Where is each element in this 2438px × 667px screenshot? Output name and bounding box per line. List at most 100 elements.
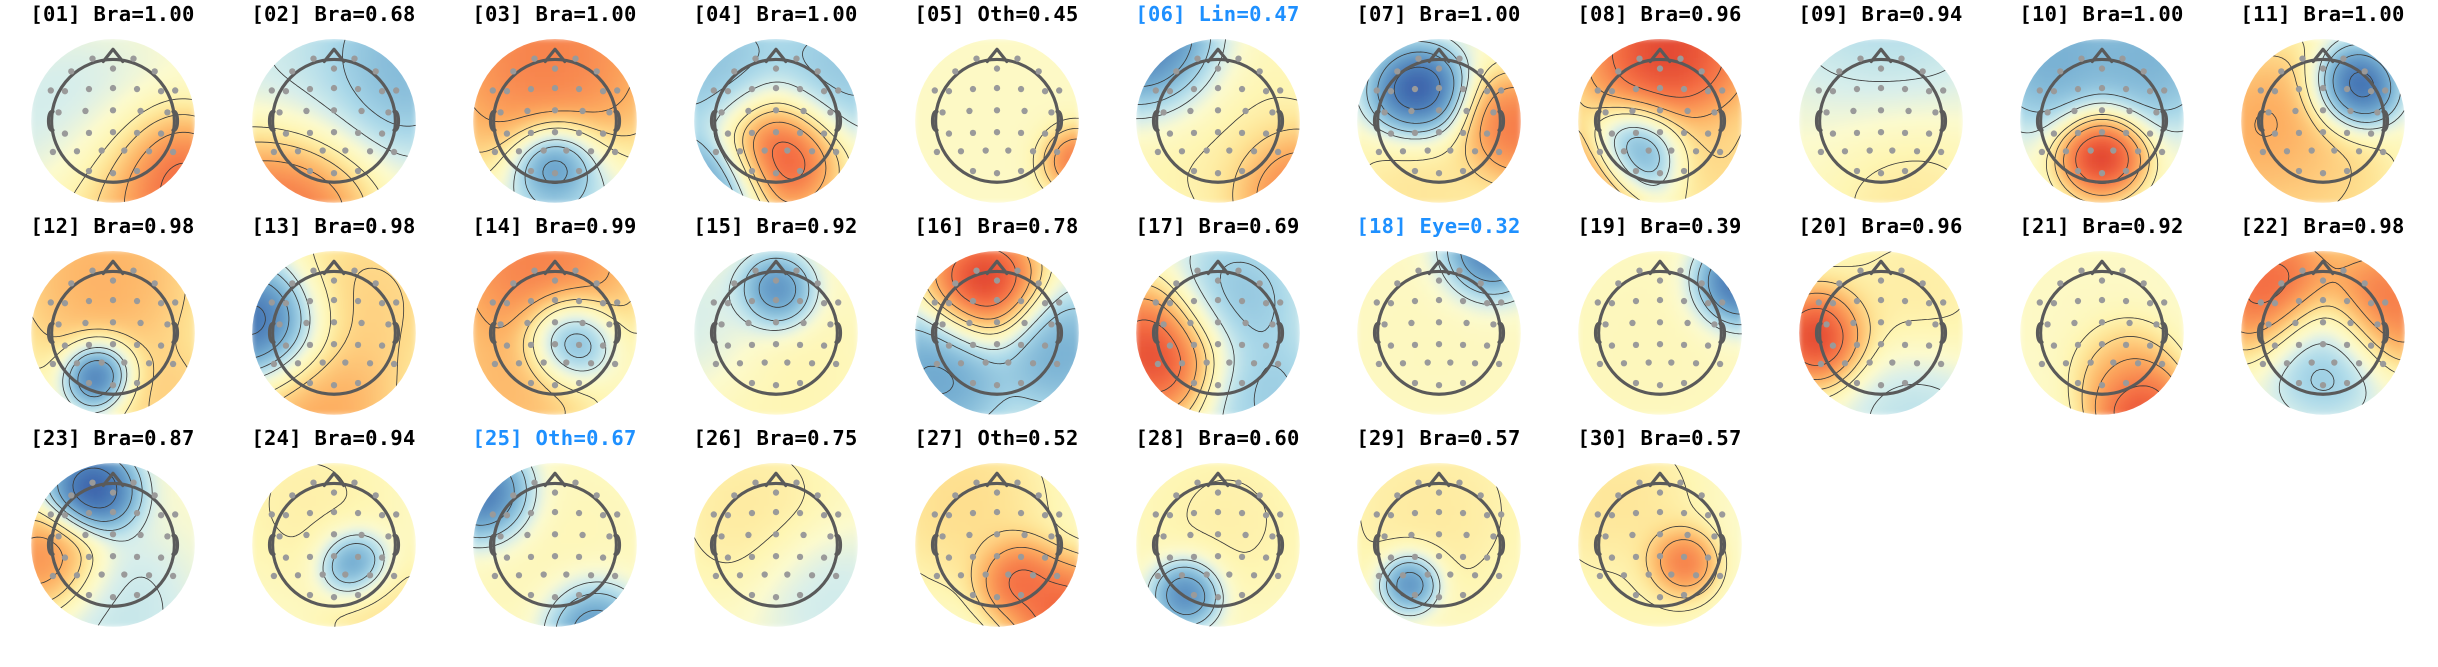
component-panel-16[interactable]: [16] Bra=0.78 [886,214,1107,424]
topomap-container-05[interactable] [886,26,1107,212]
topomap-container-21[interactable] [1991,238,2212,424]
component-panel-26[interactable]: [26] Bra=0.75 [665,426,886,636]
component-panel-01[interactable]: [01] Bra=1.00 [2,2,223,212]
electrode-dot [282,300,289,307]
electrode-dot [1680,297,1687,305]
electrode-dot [933,360,940,368]
electrode-dot [1380,109,1388,116]
electrode-markers [1373,267,1504,389]
topomap-container-17[interactable] [1107,238,1328,424]
head-outline [709,47,842,184]
electrode-dot [1414,479,1422,486]
head-outline [709,471,842,608]
electrode-dot [1680,379,1687,387]
electrode-dot [61,88,68,95]
electrode-dot [330,553,337,560]
topomap-container-02[interactable] [223,26,444,212]
component-panel-20[interactable]: [20] Bra=0.96 [1770,214,1991,424]
electrode-dot [1393,68,1400,75]
component-panel-08[interactable]: [08] Bra=0.96 [1549,2,1770,212]
topomap-container-22[interactable] [2212,238,2433,424]
ear-left [1372,533,1381,556]
topomap-container-16[interactable] [886,238,1107,424]
component-panel-17[interactable]: [17] Bra=0.69 [1107,214,1328,424]
electrode-dot [730,280,737,287]
component-panel-29[interactable]: [29] Bra=0.57 [1328,426,1549,636]
topomap-container-08[interactable] [1549,26,1770,212]
component-panel-06[interactable]: [06] Lin=0.47 [1107,2,1328,212]
electrode-dot [1608,88,1615,95]
topomap-container-23[interactable] [2,450,223,636]
ear-right [612,533,621,556]
component-panel-11[interactable]: [11] Bra=1.00 [2212,2,2433,212]
component-panel-03[interactable]: [03] Bra=1.00 [444,2,665,212]
component-panel-12[interactable]: [12] Bra=0.98 [2,214,223,424]
topomap-container-11[interactable] [2212,26,2433,212]
topomap-container-28[interactable] [1107,450,1328,636]
topomap-container-29[interactable] [1328,450,1549,636]
topomap-container-27[interactable] [886,450,1107,636]
topomap-container-25[interactable] [444,450,665,636]
electrode-dot [1041,130,1048,137]
electrode-dot [2264,109,2272,116]
electrode-dot [1680,341,1687,349]
component-panel-10[interactable]: [10] Bra=1.00 [1991,2,2212,212]
topomap-container-12[interactable] [2,238,223,424]
electrode-dot [109,508,116,516]
topomap-container-06[interactable] [1107,26,1328,212]
electrode-dot [1459,553,1466,561]
topomap-container-04[interactable] [665,26,886,212]
electrode-dot [2343,341,2350,349]
topomap-container-18[interactable] [1328,238,1549,424]
electrode-dot [1387,342,1394,349]
component-panel-24[interactable]: [24] Bra=0.94 [223,426,444,636]
component-panel-07[interactable]: [07] Bra=1.00 [1328,2,1549,212]
topomap-container-13[interactable] [223,238,444,424]
component-panel-21[interactable]: [21] Bra=0.92 [1991,214,2212,424]
topomap-container-26[interactable] [665,450,886,636]
electrode-dot [820,342,827,349]
electrode-dot [171,299,178,306]
electrode-dot [1680,509,1687,517]
component-panel-14[interactable]: [14] Bra=0.99 [444,214,665,424]
component-panel-23[interactable]: [23] Bra=0.87 [2,426,223,636]
topomap-container-10[interactable] [1991,26,2212,212]
electrode-dot [109,84,116,92]
component-panel-05[interactable]: [05] Oth=0.45 [886,2,1107,212]
component-panel-04[interactable]: [04] Bra=1.00 [665,2,886,212]
electrode-dot [109,594,116,601]
electrode-dot [1017,341,1024,349]
topomap-container-19[interactable] [1549,238,1770,424]
electrode-dot [1897,55,1905,62]
nose-marker [1427,259,1450,276]
electrode-dot [109,107,116,114]
component-label-19: [19] Bra=0.39 [1549,214,1770,238]
topomap-container-15[interactable] [665,238,886,424]
topomap-container-20[interactable] [1770,238,1991,424]
electrode-dot [1268,533,1276,540]
electrode-dot [993,382,1000,389]
topomap-container-24[interactable] [223,450,444,636]
topomap-container-09[interactable] [1770,26,1991,212]
component-panel-22[interactable]: [22] Bra=0.98 [2212,214,2433,424]
topomap-container-14[interactable] [444,238,665,424]
topomap-container-30[interactable] [1549,450,1770,636]
component-panel-02[interactable]: [02] Bra=0.68 [223,2,444,212]
component-panel-30[interactable]: [30] Bra=0.57 [1549,426,1770,636]
topomap-container-07[interactable] [1328,26,1549,212]
component-panel-18[interactable]: [18] Eye=0.32 [1328,214,1549,424]
topomap-container-03[interactable] [444,26,665,212]
component-panel-15[interactable]: [15] Bra=0.92 [665,214,886,424]
component-panel-27[interactable]: [27] Oth=0.52 [886,426,1107,636]
component-panel-28[interactable]: [28] Bra=0.60 [1107,426,1328,636]
component-panel-19[interactable]: [19] Bra=0.39 [1549,214,1770,424]
electrode-dot [2050,300,2057,307]
electrode-dot [1373,511,1380,518]
topomap-container-01[interactable] [2,26,223,212]
nose-marker [1869,259,1892,276]
component-panel-09[interactable]: [09] Bra=0.94 [1770,2,1991,212]
electrode-dot [294,360,301,367]
electrode-dot [1676,55,1684,62]
component-panel-13[interactable]: [13] Bra=0.98 [223,214,444,424]
component-panel-25[interactable]: [25] Oth=0.67 [444,426,665,636]
